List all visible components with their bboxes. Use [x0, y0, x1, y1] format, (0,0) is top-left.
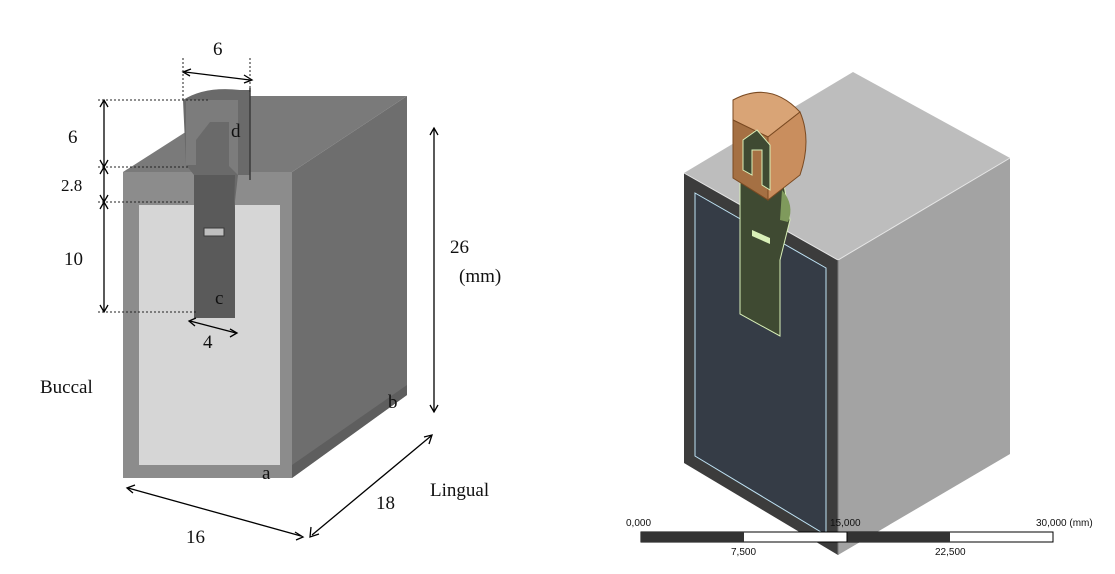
block-side-face	[292, 96, 407, 478]
render-crown-window	[742, 129, 771, 191]
block-front-inner	[139, 205, 280, 465]
render-side-face	[838, 158, 1010, 555]
dim-front-width: 16	[186, 527, 205, 548]
scale-tick-q3: 22,500	[935, 547, 966, 558]
dimension-lines	[99, 68, 439, 541]
scale-tick-q1: 7,500	[731, 547, 757, 558]
dim-gap-height: 2.8	[61, 176, 83, 195]
point-b-label: b	[388, 392, 398, 413]
dim-depth: 18	[376, 493, 395, 514]
scale-tick-mid: 15,000	[830, 518, 861, 529]
point-c-label: c	[215, 288, 224, 309]
lingual-label: Lingual	[430, 480, 490, 501]
render-crown-curve	[767, 111, 807, 202]
buccal-label: Buccal	[40, 377, 93, 398]
point-a-label: a	[262, 463, 271, 484]
block-side-shade	[292, 385, 407, 478]
dim-total-height: 26	[450, 237, 469, 258]
scale-bar	[640, 531, 1054, 543]
post-slot	[203, 227, 225, 237]
dim-root-height: 10	[64, 249, 83, 270]
point-d-label: d	[231, 121, 241, 142]
post-root	[194, 166, 235, 318]
scale-tick-0: 0,000	[626, 518, 652, 529]
dim-unit: (mm)	[459, 266, 502, 287]
dim-top-width: 6	[213, 39, 223, 60]
scale-tick-max: 30,000 (mm)	[1036, 518, 1093, 529]
render-post-slot	[752, 230, 770, 244]
dim-root-width: 4	[203, 332, 213, 353]
render-post-side	[780, 190, 791, 222]
dim-post-height: 6	[68, 127, 78, 148]
extension-lines	[98, 58, 251, 313]
crown-front	[186, 100, 238, 175]
